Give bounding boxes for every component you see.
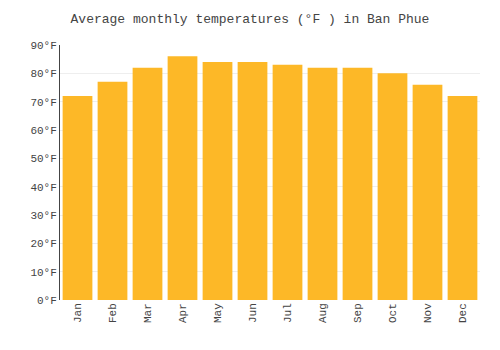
svg-text:Nov: Nov — [422, 303, 434, 323]
svg-text:May: May — [212, 303, 224, 323]
svg-text:60°F: 60°F — [30, 125, 56, 137]
svg-text:80°F: 80°F — [30, 68, 56, 80]
svg-text:Mar: Mar — [142, 303, 154, 323]
svg-text:Aug: Aug — [317, 303, 329, 323]
svg-text:70°F: 70°F — [30, 97, 56, 109]
svg-text:Average monthly temperatures (: Average monthly temperatures (°F ) in Ba… — [71, 12, 430, 27]
svg-text:Oct: Oct — [387, 303, 399, 323]
svg-text:Apr: Apr — [177, 303, 189, 323]
svg-text:Sep: Sep — [352, 303, 364, 323]
svg-text:Jul: Jul — [282, 303, 294, 323]
svg-text:50°F: 50°F — [30, 153, 56, 165]
svg-text:0°F: 0°F — [37, 295, 57, 307]
svg-text:Dec: Dec — [457, 303, 469, 323]
svg-text:10°F: 10°F — [30, 267, 56, 279]
svg-text:Jan: Jan — [72, 303, 84, 323]
svg-text:40°F: 40°F — [30, 182, 56, 194]
svg-text:20°F: 20°F — [30, 238, 56, 250]
svg-text:90°F: 90°F — [30, 40, 56, 52]
svg-text:Feb: Feb — [107, 303, 119, 323]
svg-text:Jun: Jun — [247, 303, 259, 323]
svg-text:30°F: 30°F — [30, 210, 56, 222]
